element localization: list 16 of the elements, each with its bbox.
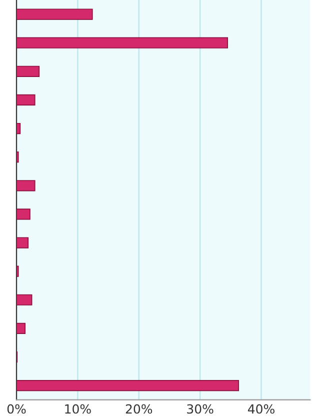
bar: [16, 294, 32, 306]
bar: [16, 66, 40, 77]
bar: [16, 37, 228, 48]
bar: [16, 180, 36, 192]
bar: [16, 122, 21, 134]
bar: [16, 237, 29, 248]
bar: [16, 208, 30, 220]
x-tick-label: 40%: [248, 404, 274, 414]
bar: [16, 322, 26, 334]
x-tick-label: 10%: [65, 404, 91, 414]
x-tick-label: 0%: [7, 404, 26, 414]
bar: [16, 380, 240, 392]
x-tick-label: 30%: [187, 404, 214, 414]
bar: [16, 94, 36, 106]
x-tick-label: 20%: [126, 404, 152, 414]
bar: [16, 8, 93, 20]
